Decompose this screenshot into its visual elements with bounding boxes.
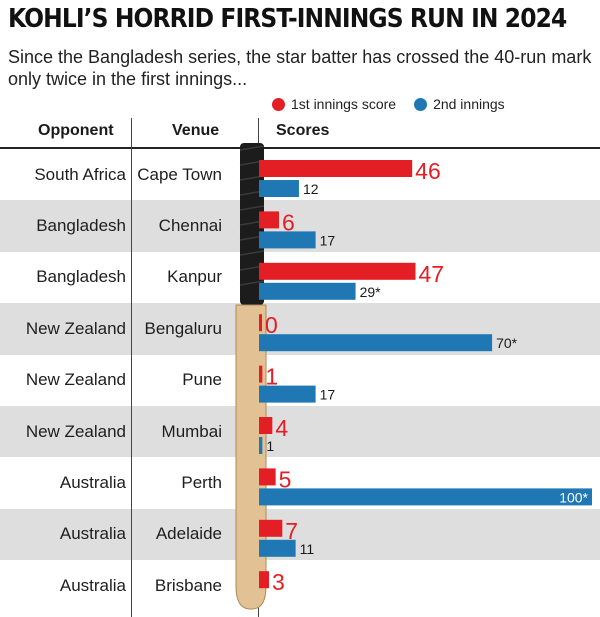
label-first-innings: 47 — [419, 261, 445, 287]
label-first-innings: 7 — [285, 518, 298, 544]
bat-illustration — [235, 143, 267, 610]
opponent-cell: Australia — [59, 575, 126, 595]
bat-blade — [235, 304, 267, 610]
table-row: New Zealand Pune — [0, 355, 600, 406]
bar-first-innings — [259, 519, 283, 537]
bar-first-innings — [259, 417, 273, 434]
header-opponent: Opponent — [38, 122, 114, 139]
bar-second-innings — [259, 488, 592, 506]
bar-first-innings — [259, 160, 413, 177]
bat-grip-line — [239, 280, 265, 286]
bar-second-innings — [259, 539, 296, 557]
table-row: South Africa Cape Town — [0, 149, 600, 200]
venue-cell: Perth — [181, 473, 222, 493]
label-first-innings: 4 — [275, 415, 288, 441]
bar-second-innings — [259, 282, 356, 300]
opponent-cell: Bangladesh — [36, 267, 126, 287]
table-row: Australia Perth — [0, 457, 600, 508]
legend-first-swatch — [272, 97, 285, 111]
header-divider — [0, 147, 600, 149]
table-row: Australia Brisbane — [0, 560, 600, 611]
label-first-innings: 1 — [265, 364, 278, 390]
bar-first-innings — [259, 571, 269, 589]
venue-cell: Pune — [182, 370, 222, 390]
label-second-innings: 12 — [303, 181, 319, 197]
bar-second-innings — [259, 385, 316, 403]
venue-cell: Brisbane — [154, 575, 222, 595]
legend: 1st innings score 2nd innings — [272, 96, 523, 112]
bar-first-innings — [259, 314, 262, 332]
chart-title: KOHLI’S HORRID FIRST-INNINGS RUN IN 2024 — [8, 4, 567, 34]
bar-second-innings — [259, 231, 316, 249]
opponent-cell: South Africa — [34, 164, 126, 184]
table-row: Australia Adelaide — [0, 508, 600, 561]
bar-first-innings — [259, 365, 263, 383]
legend-first-label: 1st innings score — [291, 96, 397, 112]
label-second-innings: 70* — [496, 335, 518, 351]
venue-cell: Bengaluru — [144, 318, 222, 338]
venue-cell: Mumbai — [161, 421, 222, 441]
label-second-innings: 17 — [320, 232, 336, 248]
venue-cell: Chennai — [158, 216, 222, 236]
label-second-innings: 11 — [300, 541, 315, 557]
legend-item-second: 2nd innings — [414, 96, 505, 112]
column-divider-venue — [131, 118, 132, 617]
label-first-innings: 46 — [415, 158, 441, 184]
label-first-innings: 3 — [272, 569, 285, 595]
legend-item-first: 1st innings score — [272, 96, 396, 112]
label-first-innings: 5 — [279, 466, 292, 492]
table-row: Bangladesh Kanpur — [0, 252, 600, 303]
opponent-cell: Australia — [59, 524, 126, 544]
column-headers: Opponent Venue Scores — [0, 122, 600, 144]
bar-first-innings — [259, 468, 276, 486]
opponent-cell: New Zealand — [25, 318, 126, 338]
label-second-innings: 1 — [266, 438, 274, 454]
bat-grip-line — [239, 145, 265, 151]
bar-second-innings — [259, 180, 299, 197]
opponent-cell: New Zealand — [25, 370, 126, 390]
bat-handle — [240, 143, 264, 305]
bar-second-innings — [259, 437, 263, 454]
venue-cell: Adelaide — [155, 524, 222, 544]
chart-subtitle: Since the Bangladesh series, the star ba… — [8, 47, 592, 89]
label-second-innings: 17 — [320, 387, 336, 403]
header-scores: Scores — [276, 122, 330, 139]
bat-grip-line — [239, 250, 265, 256]
bar-first-innings — [259, 262, 416, 280]
opponent-cell: Bangladesh — [36, 216, 126, 236]
label-second-innings: 100* — [559, 489, 588, 505]
legend-second-swatch — [414, 97, 428, 111]
venue-cell: Cape Town — [137, 164, 222, 184]
bar-first-innings — [259, 211, 279, 229]
bar-second-innings — [259, 334, 493, 352]
opponent-cell: New Zealand — [25, 421, 126, 441]
opponent-cell: Australia — [59, 473, 126, 493]
venue-cell: Kanpur — [167, 267, 222, 287]
label-first-innings: 0 — [265, 312, 278, 338]
table-row: New Zealand Mumbai — [0, 406, 600, 458]
label-second-innings: 29* — [360, 284, 382, 300]
header-venue: Venue — [172, 122, 220, 139]
label-first-innings: 6 — [282, 209, 295, 235]
bat-grip-line — [239, 205, 265, 211]
legend-second-label: 2nd innings — [433, 96, 505, 112]
